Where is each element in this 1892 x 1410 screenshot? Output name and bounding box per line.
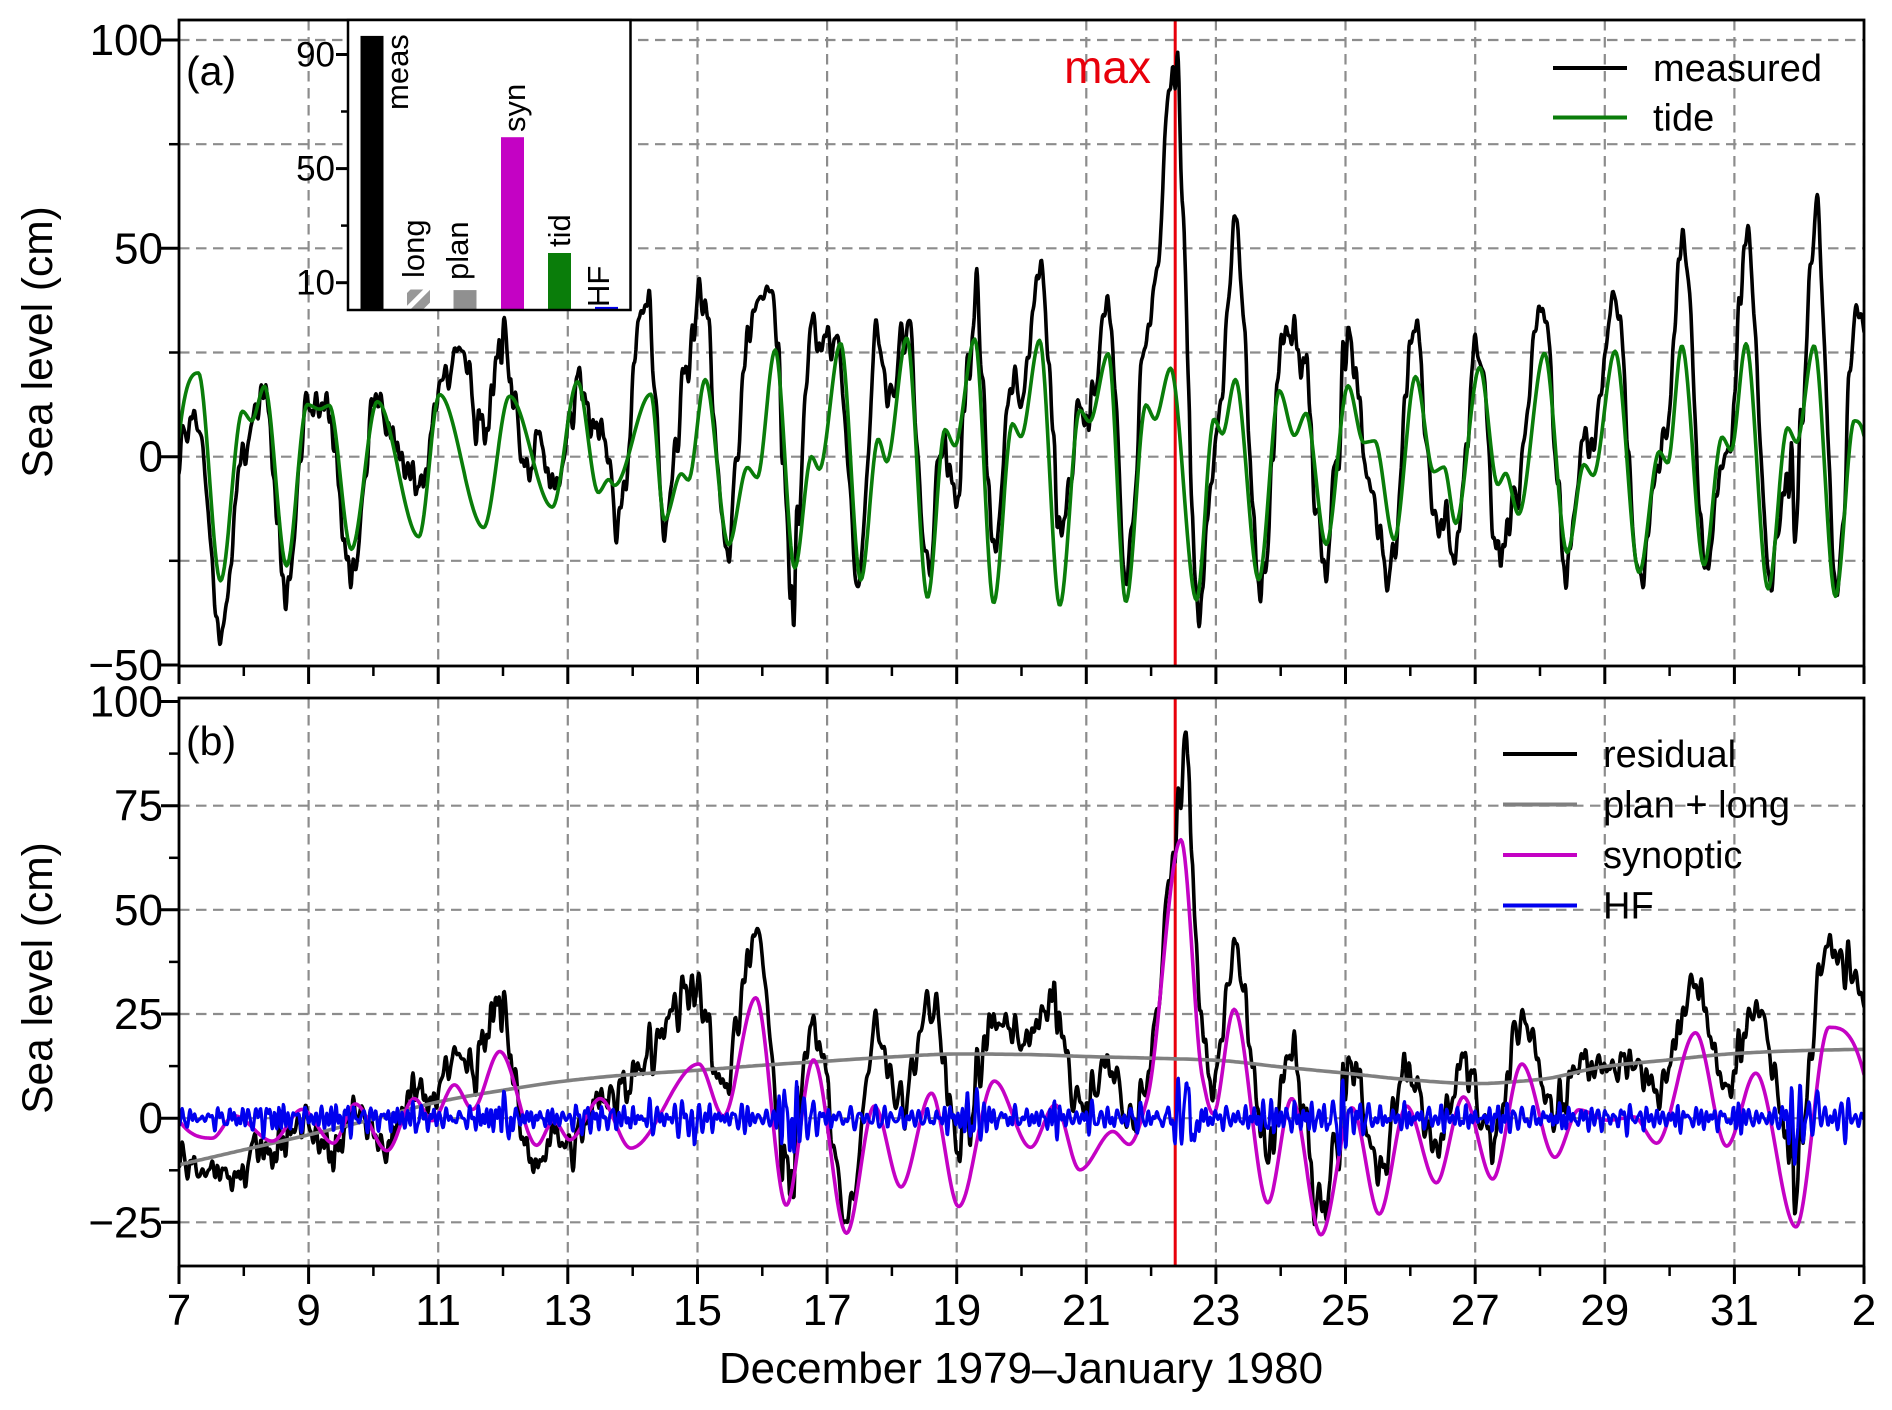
svg-text:11: 11 bbox=[415, 1286, 461, 1335]
svg-text:plan + long: plan + long bbox=[1603, 785, 1790, 827]
svg-text:December 1979–January 1980: December 1979–January 1980 bbox=[719, 1344, 1323, 1393]
svg-text:tid: tid bbox=[542, 214, 577, 247]
svg-text:50: 50 bbox=[114, 886, 163, 935]
svg-text:100: 100 bbox=[90, 678, 163, 727]
svg-text:Sea level (cm): Sea level (cm) bbox=[15, 842, 62, 1114]
svg-text:(b): (b) bbox=[186, 718, 236, 764]
svg-text:−25: −25 bbox=[88, 1198, 163, 1247]
svg-text:−50: −50 bbox=[88, 641, 163, 690]
svg-text:0: 0 bbox=[139, 433, 163, 482]
svg-text:75: 75 bbox=[114, 782, 163, 831]
svg-text:9: 9 bbox=[296, 1286, 320, 1335]
svg-text:21: 21 bbox=[1062, 1286, 1111, 1335]
svg-text:residual: residual bbox=[1603, 734, 1736, 776]
svg-text:100: 100 bbox=[90, 16, 163, 65]
svg-text:23: 23 bbox=[1191, 1286, 1240, 1335]
svg-text:(a): (a) bbox=[186, 48, 236, 94]
svg-text:meas: meas bbox=[380, 34, 415, 110]
svg-text:long: long bbox=[396, 219, 431, 278]
svg-text:measured: measured bbox=[1653, 48, 1822, 90]
svg-text:HF: HF bbox=[1603, 886, 1654, 928]
svg-text:HF: HF bbox=[581, 266, 616, 307]
svg-text:tide: tide bbox=[1653, 98, 1714, 140]
svg-text:50: 50 bbox=[296, 150, 335, 189]
svg-text:Sea level (cm): Sea level (cm) bbox=[15, 206, 62, 478]
svg-text:2: 2 bbox=[1852, 1286, 1876, 1335]
svg-text:25: 25 bbox=[114, 990, 163, 1039]
svg-text:plan: plan bbox=[440, 221, 475, 280]
svg-text:syn: syn bbox=[497, 84, 532, 132]
svg-text:13: 13 bbox=[543, 1286, 592, 1335]
svg-text:31: 31 bbox=[1710, 1286, 1759, 1335]
svg-text:25: 25 bbox=[1321, 1286, 1370, 1335]
svg-text:90: 90 bbox=[296, 36, 335, 75]
svg-text:15: 15 bbox=[673, 1286, 722, 1335]
svg-text:0: 0 bbox=[139, 1094, 163, 1143]
svg-text:max: max bbox=[1064, 41, 1151, 93]
svg-text:7: 7 bbox=[167, 1286, 191, 1335]
svg-text:synoptic: synoptic bbox=[1603, 835, 1742, 877]
svg-text:17: 17 bbox=[803, 1286, 852, 1335]
svg-text:50: 50 bbox=[114, 224, 163, 273]
svg-text:29: 29 bbox=[1580, 1286, 1629, 1335]
svg-text:10: 10 bbox=[296, 264, 335, 303]
svg-text:27: 27 bbox=[1451, 1286, 1500, 1335]
svg-text:19: 19 bbox=[932, 1286, 981, 1335]
